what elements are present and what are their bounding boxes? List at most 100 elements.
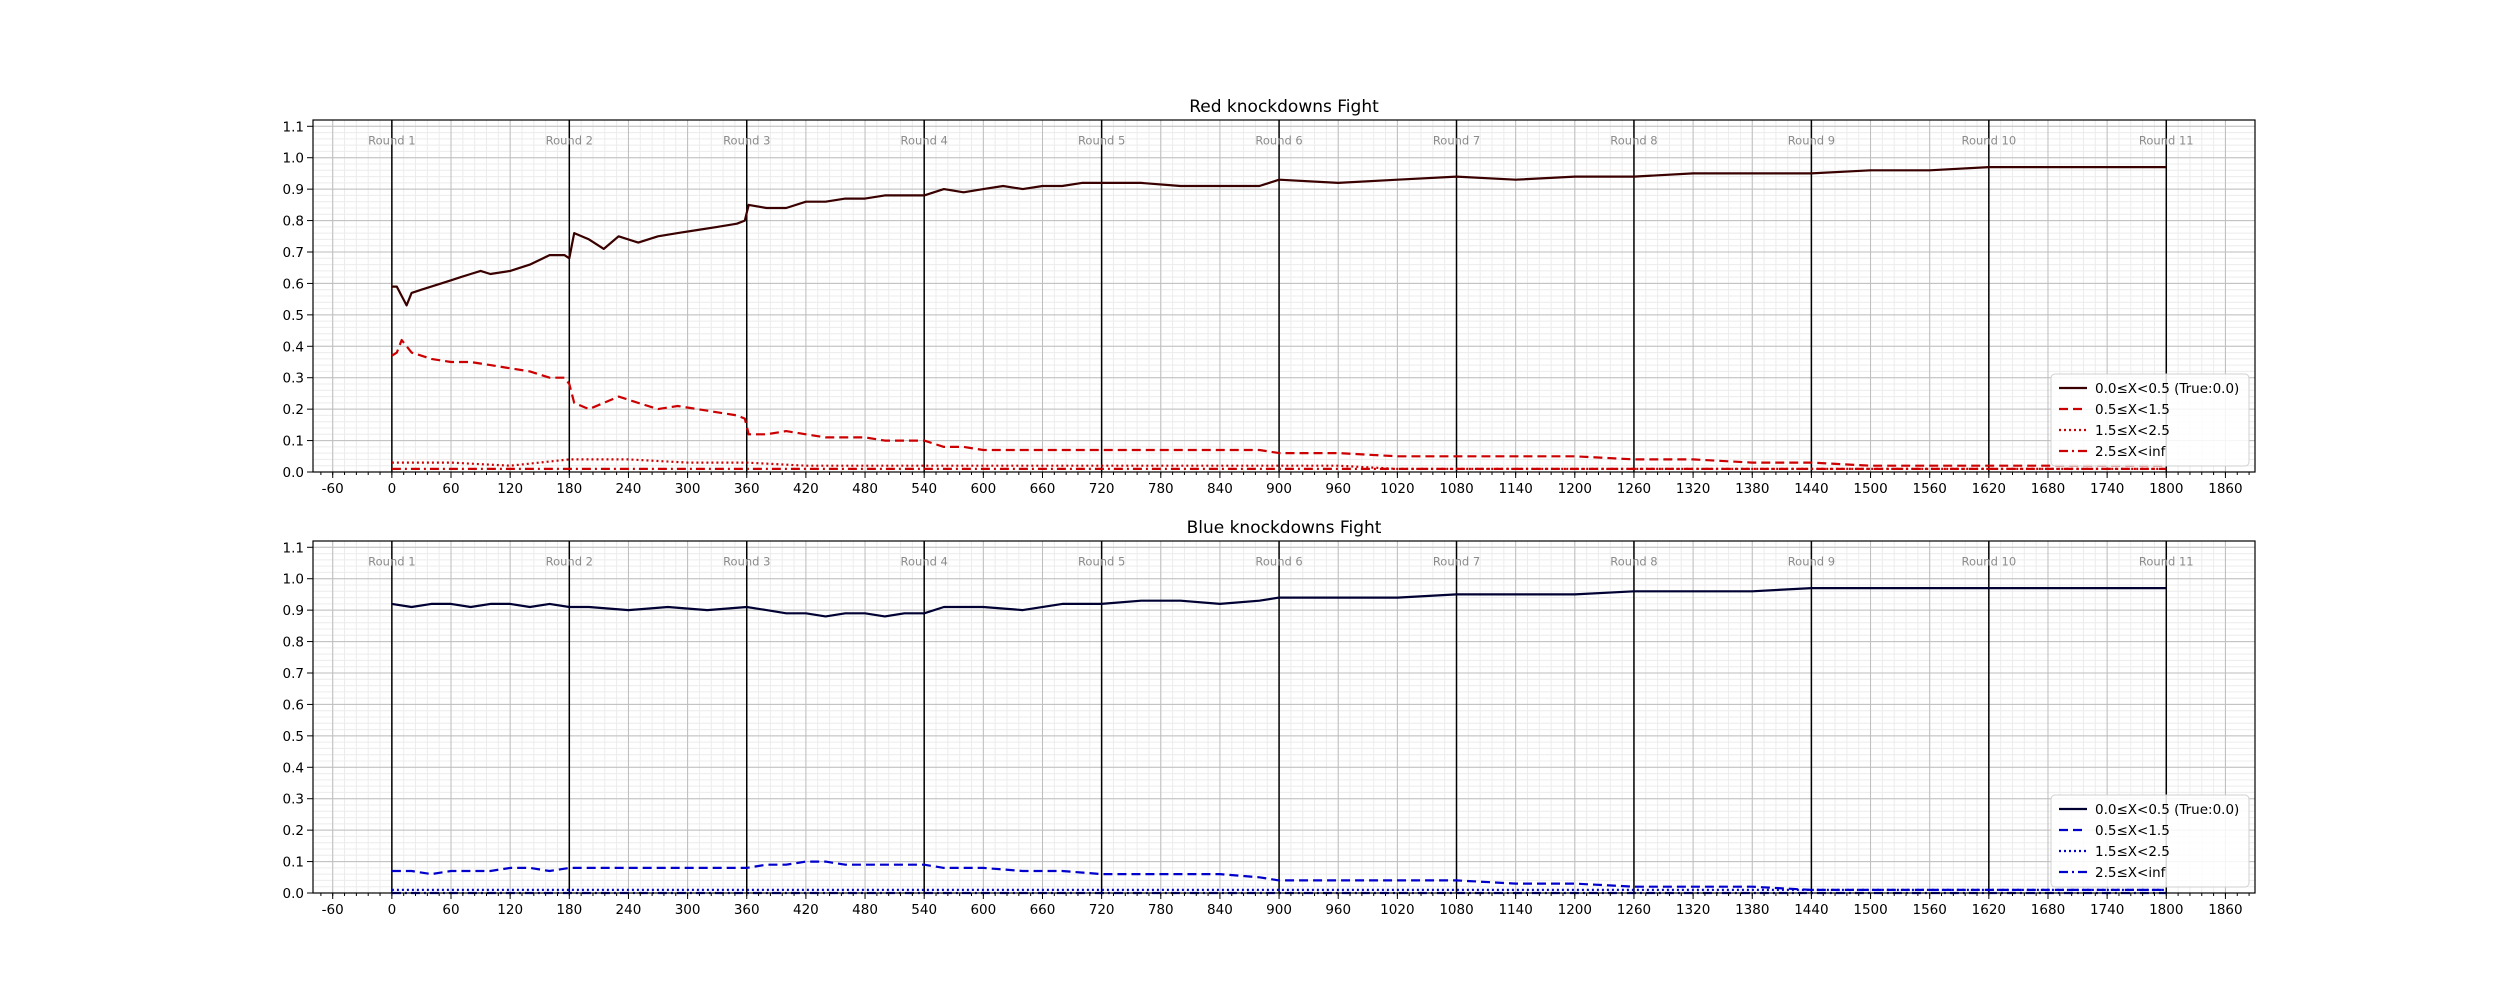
- x-tick-label: 1860: [2208, 481, 2242, 497]
- y-tick-label: 0.6: [283, 276, 304, 292]
- round-label: Round 6: [1255, 554, 1302, 568]
- round-label: Round 11: [2139, 133, 2194, 147]
- x-tick-label: 300: [675, 481, 701, 497]
- y-tick-label: 0.3: [283, 792, 304, 808]
- plot-frame: [312, 119, 2256, 473]
- y-tick-label: 1.0: [283, 572, 304, 588]
- x-tick-label: 60: [442, 481, 459, 497]
- y-tick-label: 0.6: [283, 697, 304, 713]
- round-label: Round 1: [368, 133, 415, 147]
- x-tick-label: 0: [388, 481, 397, 497]
- x-tick-label: 1320: [1676, 481, 1710, 497]
- legend-label: 1.5≤X<2.5: [2095, 844, 2170, 860]
- x-tick-label: 300: [675, 902, 701, 918]
- round-label: Round 8: [1610, 133, 1657, 147]
- legend-label: 1.5≤X<2.5: [2095, 423, 2170, 439]
- legend-label: 0.0≤X<0.5 (True:0.0): [2095, 381, 2239, 397]
- x-tick-label: 360: [734, 902, 760, 918]
- x-tick-label: 600: [970, 481, 996, 497]
- round-label: Round 7: [1433, 554, 1480, 568]
- round-label: Round 9: [1788, 554, 1835, 568]
- x-tick-label: 1620: [1972, 902, 2006, 918]
- y-tick-label: 0.0: [283, 465, 304, 481]
- y-tick-label: 0.7: [283, 666, 304, 682]
- chart-title: Red knockdowns Fight: [1189, 97, 1379, 117]
- y-tick-label: 0.2: [283, 402, 304, 418]
- x-tick-label: 720: [1089, 902, 1115, 918]
- legend-label: 0.0≤X<0.5 (True:0.0): [2095, 802, 2239, 818]
- round-label: Round 3: [723, 133, 770, 147]
- x-tick-label: 180: [556, 481, 582, 497]
- x-tick-label: 660: [1030, 902, 1056, 918]
- round-label: Round 10: [1961, 133, 2016, 147]
- y-tick-label: 0.9: [283, 182, 304, 198]
- plot-frame: [312, 540, 2256, 894]
- x-tick-label: 120: [497, 481, 523, 497]
- round-label: Round 7: [1433, 133, 1480, 147]
- x-tick-label: 960: [1325, 481, 1351, 497]
- x-tick-label: 1080: [1439, 902, 1473, 918]
- x-tick-label: 1500: [1853, 481, 1887, 497]
- x-tick-label: 1380: [1735, 902, 1769, 918]
- x-tick-label: 660: [1030, 481, 1056, 497]
- y-tick-label: 0.2: [283, 823, 304, 839]
- x-tick-label: 180: [556, 902, 582, 918]
- x-tick-label: 1680: [2031, 481, 2065, 497]
- series-line-1: [391, 166, 2167, 307]
- legend-label: 0.5≤X<1.5: [2095, 402, 2170, 418]
- x-tick-label: -60: [322, 902, 344, 918]
- x-tick-label: 1800: [2149, 902, 2183, 918]
- x-tick-label: 960: [1325, 902, 1351, 918]
- x-tick-label: 1380: [1735, 481, 1769, 497]
- y-tick-label: 1.1: [283, 540, 304, 556]
- x-tick-label: 60: [442, 902, 459, 918]
- round-label: Round 6: [1255, 133, 1302, 147]
- y-tick-label: 0.4: [283, 339, 304, 355]
- x-tick-label: 420: [793, 481, 819, 497]
- round-label: Round 1: [368, 554, 415, 568]
- legend: 0.0≤X<0.5 (True:0.0) 0.5≤X<1.5 1.5≤X<2.5 2.…: [2050, 794, 2250, 888]
- round-label: Round 9: [1788, 133, 1835, 147]
- x-tick-label: 540: [911, 902, 937, 918]
- x-tick-label: 1200: [1558, 902, 1592, 918]
- y-tick-label: 1.1: [283, 119, 304, 135]
- x-tick-label: 1260: [1617, 902, 1651, 918]
- x-tick-label: 540: [911, 481, 937, 497]
- legend-box: [2050, 373, 2250, 467]
- x-tick-label: 900: [1266, 902, 1292, 918]
- chart-title: Blue knockdowns Fight: [1187, 518, 1382, 538]
- x-tick-label: 120: [497, 902, 523, 918]
- y-tick-label: 0.1: [283, 855, 304, 871]
- x-tick-label: 480: [852, 481, 878, 497]
- legend-label: 0.5≤X<1.5: [2095, 823, 2170, 839]
- y-tick-label: 0.4: [283, 760, 304, 776]
- chart-panel-1: Round 1 Round 2 Round 3 Round 4 Round 5 Round…: [283, 97, 2256, 497]
- round-label: Round 8: [1610, 554, 1657, 568]
- round-label: Round 5: [1078, 133, 1125, 147]
- x-tick-label: 480: [852, 902, 878, 918]
- series-line-2: [391, 860, 2167, 892]
- y-tick-label: 0.1: [283, 434, 304, 450]
- x-tick-label: 600: [970, 902, 996, 918]
- x-tick-label: 900: [1266, 481, 1292, 497]
- x-tick-label: 1800: [2149, 481, 2183, 497]
- round-label: Round 3: [723, 554, 770, 568]
- minor-grid: [313, 541, 2255, 894]
- chart-panel-2: Round 1 Round 2 Round 3 Round 4 Round 5 Round…: [283, 518, 2256, 918]
- x-tick-label: 360: [734, 481, 760, 497]
- x-tick-label: 1680: [2031, 902, 2065, 918]
- series-line-1: [391, 586, 2167, 618]
- x-tick-label: 780: [1148, 481, 1174, 497]
- x-tick-label: 1500: [1853, 902, 1887, 918]
- x-tick-label: -60: [322, 481, 344, 497]
- x-tick-label: 1200: [1558, 481, 1592, 497]
- y-tick-label: 0.7: [283, 245, 304, 261]
- x-tick-label: 240: [616, 481, 642, 497]
- x-tick-label: 420: [793, 902, 819, 918]
- x-tick-label: 840: [1207, 481, 1233, 497]
- x-tick-label: 1260: [1617, 481, 1651, 497]
- y-tick-label: 0.3: [283, 371, 304, 387]
- y-tick-label: 0.0: [283, 886, 304, 902]
- x-tick-label: 1020: [1380, 902, 1414, 918]
- x-tick-label: 1740: [2090, 481, 2124, 497]
